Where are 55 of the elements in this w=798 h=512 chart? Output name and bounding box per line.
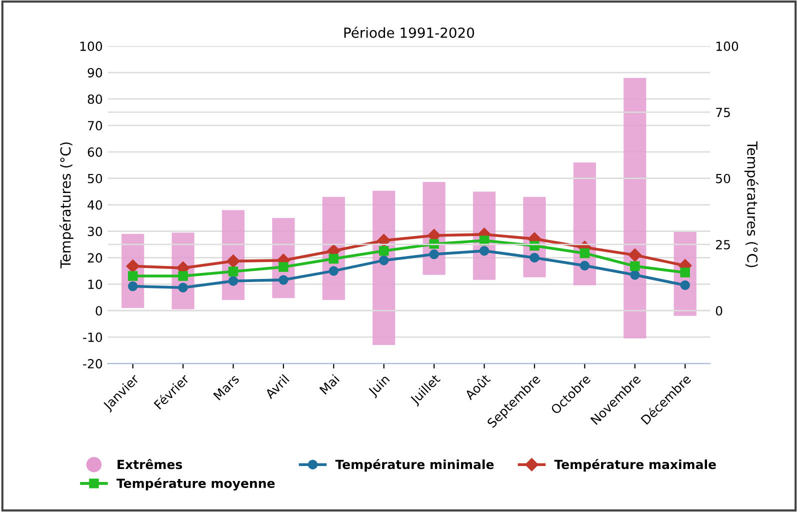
point [530, 252, 540, 263]
y-tick-label: -20 [83, 358, 102, 368]
y-tick-label: 30 [88, 226, 102, 236]
point [128, 281, 138, 292]
y2-tick-label: 25 [716, 240, 730, 250]
point [328, 266, 339, 276]
point [278, 262, 288, 272]
point [228, 266, 238, 276]
point [580, 260, 590, 271]
y2-tick-label: 100 [716, 42, 738, 52]
y-tick-label: 50 [88, 174, 102, 184]
point [628, 248, 642, 262]
y-tick-label: 100 [80, 42, 102, 52]
point [630, 261, 640, 272]
point [228, 276, 238, 286]
point [178, 282, 188, 292]
y2-tick-label: 50 [716, 174, 730, 184]
point [429, 239, 439, 249]
point [630, 270, 640, 280]
y-tick-label: 0 [96, 306, 102, 316]
legend-label: Température maximale [554, 458, 716, 472]
point [479, 246, 490, 256]
point [479, 236, 490, 246]
y-tick-label: 70 [88, 120, 102, 130]
y-tick-label: 60 [88, 147, 102, 157]
point [328, 254, 339, 264]
point [128, 271, 138, 281]
y-axis-title: Températures (°C) [59, 142, 74, 268]
legend-label: Température moyenne [116, 478, 275, 491]
y2-axis-title: Températures (°C) [744, 141, 758, 268]
point [126, 260, 140, 273]
y-tick-label: -10 [83, 332, 102, 342]
bar [624, 78, 646, 338]
point [178, 271, 188, 281]
x-tick-label: Mai [319, 374, 340, 395]
y-tick-label: 40 [88, 200, 102, 210]
legend-label: Température minimale [335, 458, 494, 472]
y-tick-label: 10 [88, 280, 102, 290]
legend-label: Extrêmes [118, 458, 182, 470]
point [379, 255, 389, 266]
point [530, 240, 540, 251]
y-tick-label: 20 [88, 253, 102, 263]
y-tick-label: 80 [88, 94, 102, 104]
y2-tick-label: 75 [716, 108, 730, 118]
point [429, 249, 439, 260]
point [580, 248, 590, 258]
point [278, 275, 288, 285]
y-tick-label: 90 [88, 68, 102, 78]
point [377, 234, 390, 248]
point [226, 254, 240, 268]
chart-title: Période 1991-2020 [344, 26, 474, 38]
point [680, 280, 690, 290]
point [379, 246, 389, 256]
y2-tick-label: 0 [716, 306, 722, 316]
point [680, 268, 690, 278]
